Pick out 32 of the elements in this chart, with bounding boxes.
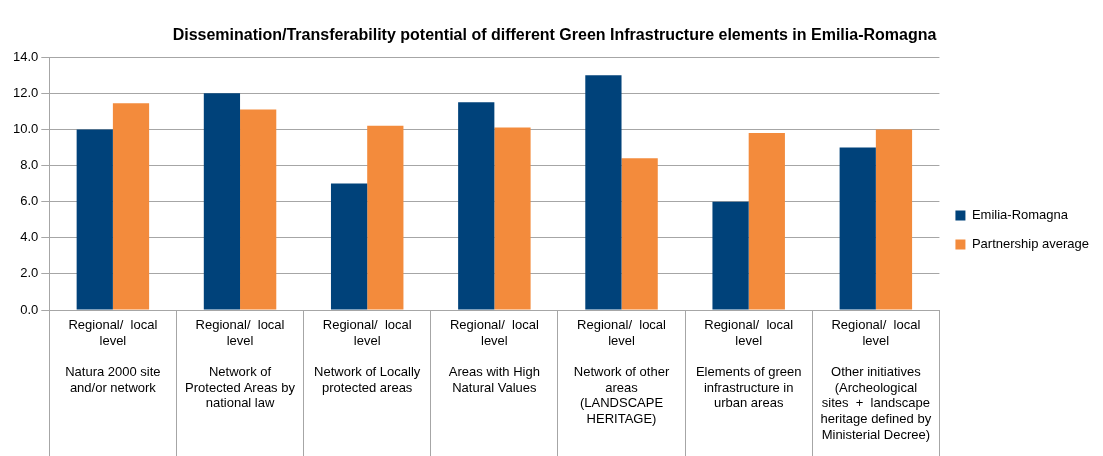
y-tick-label: 4.0 xyxy=(20,229,39,245)
chart-title: Dissemination/Transferability potential of different Green Infrastructure elements in Emilia-Romagna xyxy=(172,26,937,44)
category-label: Regional/ local level Other initiatives (Archeological sites + landscape heritage defined by Ministerial Decree) xyxy=(820,317,932,442)
bar xyxy=(621,158,658,310)
category-label: Regional/ local level Network of Protected Areas by national law xyxy=(185,317,295,411)
bar xyxy=(712,201,749,310)
y-tick-label: 14.0 xyxy=(12,48,39,64)
category-label: Regional/ local level Network of other areas (LANDSCAPE HERITAGE) xyxy=(573,317,670,426)
y-tick-label: 8.0 xyxy=(20,157,39,173)
bar xyxy=(203,93,241,310)
category-label: Regional/ local level Elements of green infrastructure in urban areas xyxy=(695,317,802,411)
legend-label: Partnership average xyxy=(971,236,1090,252)
y-tick-label: 6.0 xyxy=(20,193,39,209)
y-tick-label: 0.0 xyxy=(20,301,39,317)
legend-label: Emilia-Romagna xyxy=(971,207,1069,223)
bar xyxy=(839,147,876,310)
bar xyxy=(748,133,785,310)
y-tick-label: 12.0 xyxy=(12,84,39,100)
bar xyxy=(458,102,495,310)
bar xyxy=(240,109,277,310)
bar xyxy=(875,129,913,310)
bar xyxy=(494,127,531,310)
y-tick-label: 2.0 xyxy=(20,265,39,281)
bar xyxy=(330,183,368,310)
category-label: Regional/ local level Network of Locally protected areas xyxy=(314,317,421,395)
bar xyxy=(367,125,404,310)
category-label: Regional/ local level Natura 2000 site and/or network xyxy=(65,317,161,395)
bar xyxy=(585,75,622,310)
y-tick-label: 10.0 xyxy=(12,121,39,137)
category-label: Regional/ local level Areas with High Natural Values xyxy=(448,317,540,395)
bar xyxy=(76,129,113,310)
bar xyxy=(112,103,150,310)
